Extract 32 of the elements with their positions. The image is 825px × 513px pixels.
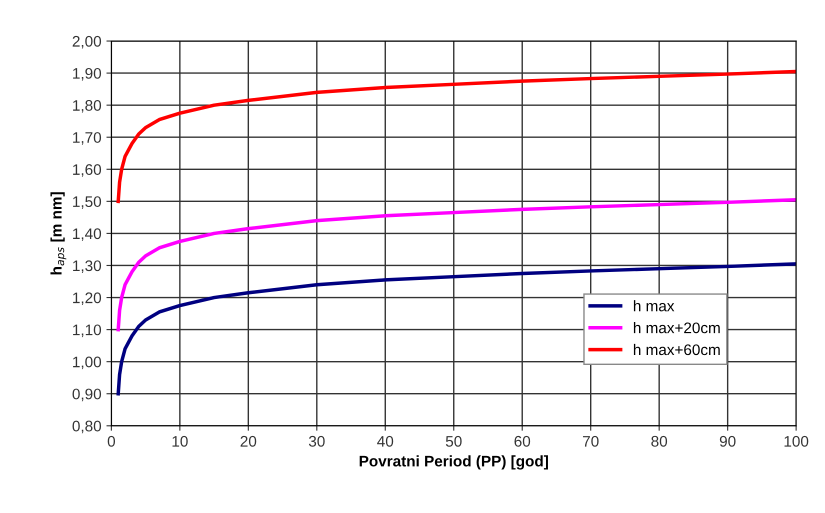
- y-tick-label: 1,90: [73, 68, 102, 81]
- y-tick-label: 1,00: [73, 356, 102, 370]
- line-series: [116, 262, 796, 396]
- y-tick-label: 0,90: [72, 388, 102, 402]
- y-tick-label: 1,60: [73, 164, 102, 177]
- y-axis-title: h$_{aps}$ [m nm]: [50, 192, 66, 274]
- x-tick-label: 20: [240, 436, 256, 447]
- y-tick-label: 1,10: [73, 324, 102, 338]
- x-tick-label: 50: [446, 436, 462, 447]
- x-tick-label: 70: [582, 436, 599, 447]
- y-tick-label: 2,00: [72, 36, 102, 49]
- x-axis-title: Povratni Period (PP) [god]: [360, 455, 548, 470]
- legend-label: h max+20cm: [634, 322, 720, 334]
- x-tick-label: 90: [720, 436, 736, 447]
- x-tick-label: 100: [784, 436, 808, 447]
- y-tick-label: 1,40: [73, 228, 102, 241]
- x-tick-label: 10: [172, 436, 188, 447]
- x-tick-label: 0: [108, 436, 116, 447]
- y-tick-label: 1,70: [73, 132, 102, 145]
- y-tick-label: 1,50: [73, 196, 102, 209]
- y-tick-label: 1,80: [73, 100, 102, 113]
- y-tick-label: 1,30: [73, 260, 102, 273]
- line-series: [116, 70, 796, 204]
- legend-label: h max+60cm: [634, 344, 720, 356]
- x-tick-label: 30: [308, 436, 325, 447]
- x-tick-label: 60: [514, 436, 530, 447]
- y-tick-label: 0,80: [72, 420, 102, 434]
- legend-label: h max: [634, 300, 674, 312]
- x-tick-label: 40: [377, 436, 394, 447]
- x-tick-label: 80: [651, 436, 668, 447]
- y-tick-label: 1,20: [73, 292, 102, 306]
- line-series: [116, 198, 796, 332]
